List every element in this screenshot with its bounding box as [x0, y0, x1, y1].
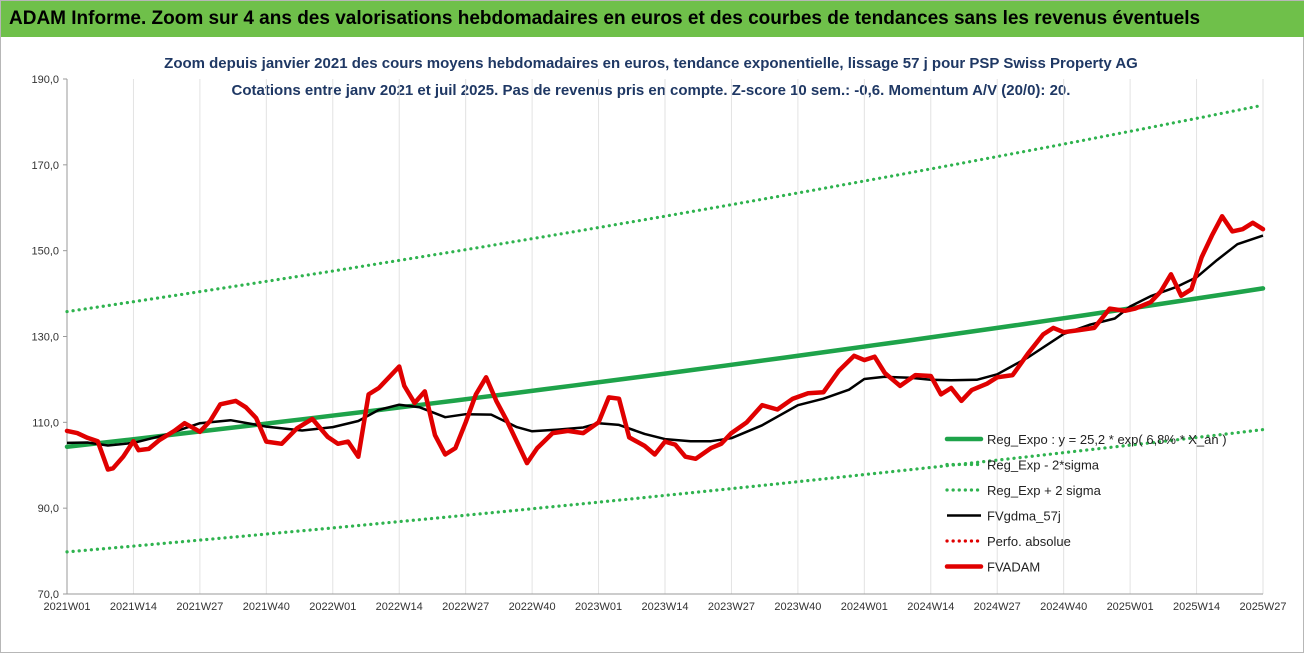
- x-tick-label: 2022W40: [509, 601, 556, 613]
- series-line-fvadam: [64, 214, 1266, 472]
- x-tick-label: 2025W01: [1107, 601, 1154, 613]
- legend-label: Perfo. absolue: [987, 534, 1071, 549]
- chart-title: Zoom depuis janvier 2021 des cours moyen…: [164, 55, 1138, 72]
- x-tick-label: 2024W14: [907, 601, 954, 613]
- y-tick-label: 190,0: [31, 74, 59, 86]
- x-tick-label: 2025W14: [1173, 601, 1220, 613]
- legend-label: Reg_Exp - 2*sigma: [987, 458, 1100, 473]
- grid: [66, 79, 1264, 594]
- legend-label: Reg_Expo : y = 25,2 * exp( 6,8% * X_an ): [987, 432, 1227, 447]
- legend-label: Reg_Exp + 2 sigma: [987, 483, 1102, 498]
- x-tick-label: 2022W27: [442, 601, 489, 613]
- x-tick-label: 2023W14: [641, 601, 688, 613]
- x-tick-label: 2024W01: [841, 601, 888, 613]
- series-line-fvgdma-57j: [66, 234, 1264, 447]
- legend-label: FVADAM: [987, 560, 1040, 575]
- axes: 2021W01 2021W14 2021W27 2021W40 2022W01 2022W…: [31, 74, 1286, 613]
- y-tick-label: 70,0: [38, 589, 59, 601]
- series-line-reg-exp-2-sigma: [65, 103, 1265, 314]
- x-tick-label: 2021W27: [176, 601, 223, 613]
- y-tick-label: 170,0: [31, 160, 59, 172]
- x-tick-label: 2024W40: [1040, 601, 1087, 613]
- banner-title: ADAM Informe. Zoom sur 4 ans des valoris…: [1, 1, 1304, 37]
- y-tick-label: 130,0: [31, 332, 59, 344]
- legend-label: FVgdma_57j: [987, 509, 1061, 524]
- legend: Reg_Expo : y = 25,2 * exp( 6,8% * X_an )…: [944, 432, 1227, 575]
- series-area: [64, 103, 1266, 554]
- x-tick-label: 2022W14: [376, 601, 423, 613]
- series-line-reg-exp-2-sigma: [65, 428, 1265, 554]
- series-line-reg-expo-y-25-2-exp-6-8-x-an: [64, 286, 1266, 450]
- y-tick-label: 110,0: [32, 417, 59, 429]
- x-tick-label: 2023W27: [708, 601, 755, 613]
- x-tick-label: 2023W40: [774, 601, 821, 613]
- x-tick-label: 2022W01: [309, 601, 356, 613]
- x-tick-label: 2021W14: [110, 601, 157, 613]
- y-tick-label: 150,0: [31, 246, 59, 258]
- chart-subtitle: Cotations entre janv 2021 et juil 2025. …: [232, 82, 1071, 99]
- x-tick-label: 2023W01: [575, 601, 622, 613]
- x-tick-label: 2021W01: [43, 601, 90, 613]
- x-tick-label: 2024W27: [974, 601, 1021, 613]
- x-tick-label: 2021W40: [243, 601, 290, 613]
- x-tick-label: 2025W27: [1239, 601, 1286, 613]
- y-tick-label: 90,0: [38, 503, 59, 515]
